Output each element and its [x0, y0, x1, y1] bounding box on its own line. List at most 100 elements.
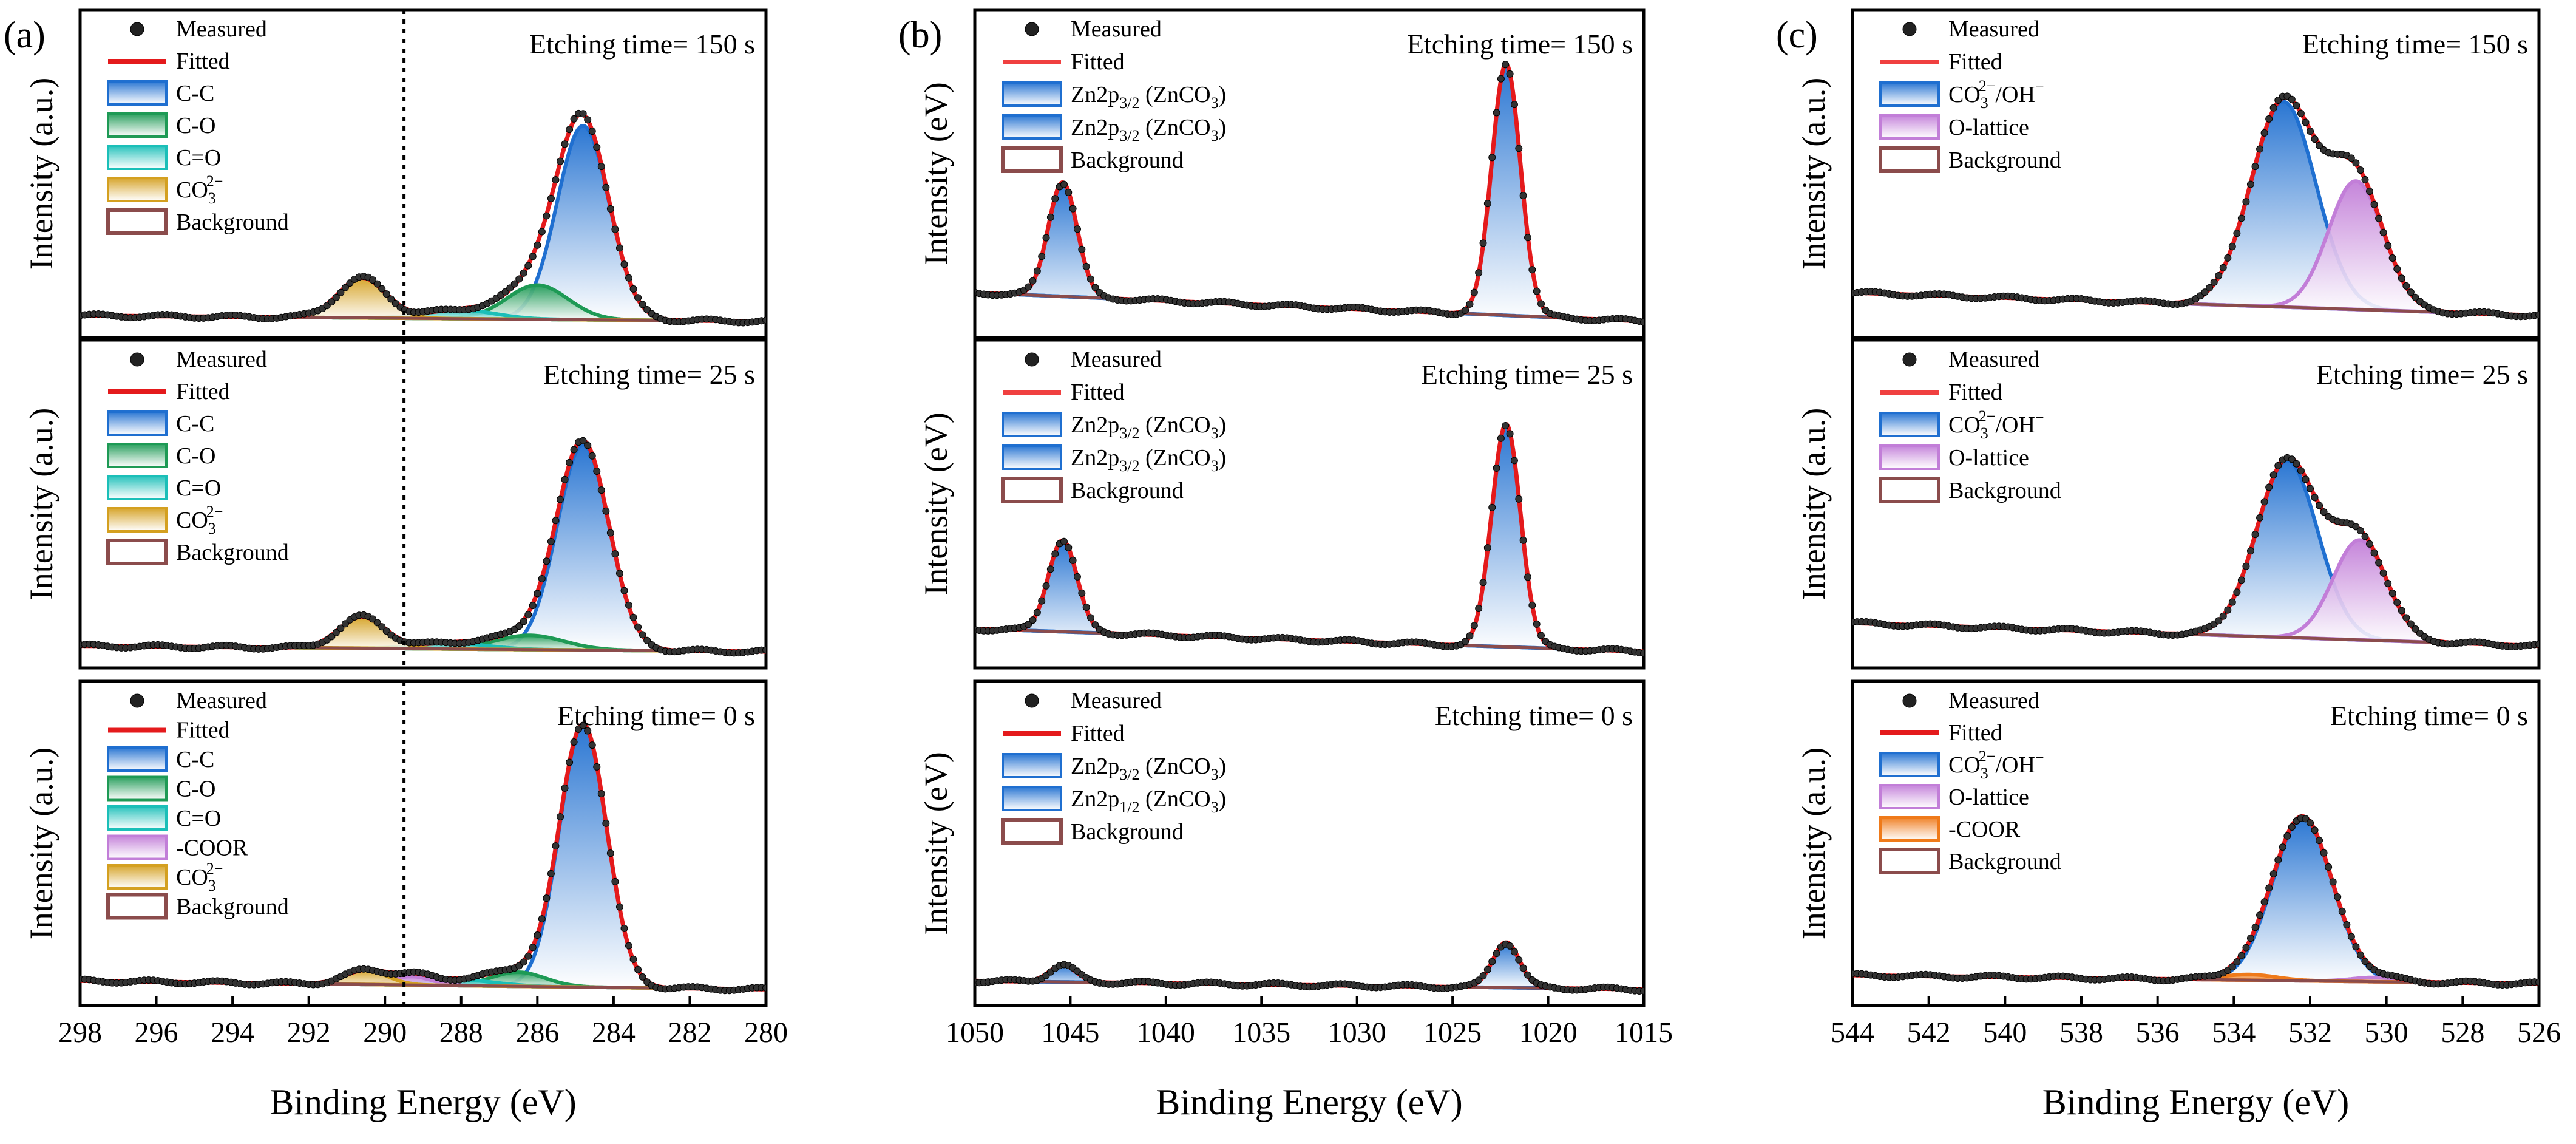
measured-point [1506, 430, 1514, 438]
y-axis-label: Intensity (a.u.) [1795, 78, 1832, 270]
measured-point [1493, 950, 1500, 958]
measured-point [561, 784, 569, 792]
measured-point [2388, 590, 2396, 598]
legend-marker-fill [107, 443, 168, 468]
measured-point [566, 458, 574, 466]
measured-point [615, 903, 623, 911]
measured-point [2288, 95, 2296, 103]
measured-point [2293, 101, 2300, 109]
measured-point [2307, 485, 2314, 492]
legend-item: Measured [1902, 347, 2039, 372]
measured-point [575, 725, 583, 733]
measured-point [1537, 632, 1545, 639]
axes-frame [1851, 8, 2541, 339]
measured-point [620, 587, 628, 594]
axes-frame [78, 8, 768, 339]
measured-point [1497, 434, 1505, 442]
measured-point [529, 944, 537, 952]
legend-label: C-O [176, 777, 215, 802]
legend-item: C-C [107, 746, 214, 772]
legend-label: O-lattice [1948, 785, 2029, 810]
measured-point [597, 163, 605, 171]
measured-point [2251, 163, 2259, 171]
measured-point [520, 618, 527, 625]
legend-marker-dot [1025, 352, 1039, 367]
legend-marker-fill [1879, 114, 1940, 140]
measured-point [611, 550, 619, 558]
legend-marker-box [1879, 848, 1940, 874]
measured-point [1479, 579, 1487, 587]
measured-point [2237, 576, 2245, 584]
measured-point [2219, 612, 2227, 620]
measured-point [2265, 115, 2273, 123]
legend-item: Fitted [108, 49, 230, 74]
etching-time-label: Etching time= 25 s [2316, 359, 2528, 390]
measured-point [1510, 457, 1518, 465]
legend-item: Measured [1025, 347, 1162, 372]
peak-zn2p1-2 [975, 180, 1644, 323]
legend-item: Zn2p3/2 (ZnCO3) [1002, 114, 1226, 145]
measured-point [1462, 307, 1469, 315]
measured-point [2361, 533, 2369, 540]
measured-point [2201, 288, 2209, 296]
measured-point [2412, 625, 2419, 633]
legend-item: Measured [130, 688, 267, 713]
measured-point [2307, 128, 2314, 135]
legend-label: Fitted [1071, 721, 1125, 746]
measured-point [611, 225, 619, 233]
legend-marker-fill [107, 834, 168, 860]
legend-label: O-lattice [1948, 115, 2029, 140]
etching-time-label: Etching time= 25 s [543, 359, 755, 390]
legend-marker-fill [1002, 444, 1062, 470]
measured-point [2297, 109, 2305, 117]
x-tick-label: 530 [2365, 1016, 2408, 1049]
legend-marker-fill [1002, 114, 1062, 140]
legend-item: O-lattice [1879, 114, 2029, 140]
measured-point [2224, 606, 2232, 614]
measured-point [2256, 145, 2264, 153]
measured-point [1038, 253, 1046, 260]
measured-point [1082, 604, 1090, 611]
measured-point [1483, 965, 1491, 973]
legend-label: Background [176, 540, 289, 565]
x-tick-label: 534 [2212, 1016, 2256, 1049]
measured-point [2206, 284, 2214, 291]
legend-marker-dot [1025, 693, 1039, 708]
measured-point [2210, 278, 2218, 286]
subplot-2: Etching time= 25 s Measured FittedCO32−/OH… [1795, 338, 2541, 670]
measured-point [515, 275, 523, 283]
legend-label: Fitted [1071, 380, 1125, 405]
measured-point [2297, 467, 2305, 475]
legend-item: Fitted [1003, 49, 1125, 75]
measured-point [2274, 461, 2282, 469]
measured-point [2233, 230, 2241, 237]
measured-point [634, 294, 642, 302]
measured-point [1519, 192, 1527, 200]
measured-point [2242, 562, 2250, 570]
legend-label: Measured [176, 347, 267, 372]
etching-time-label: Etching time= 25 s [1421, 359, 1633, 390]
x-tick-label: 1015 [1615, 1016, 1673, 1049]
measured-point [369, 276, 377, 284]
legend-label: CO32−/OH− [1948, 77, 2044, 112]
legend-marker-fill [107, 145, 168, 170]
legend-item: C-O [107, 112, 215, 138]
measured-point [1470, 622, 1478, 630]
measured-point [341, 284, 349, 291]
measured-point [1466, 632, 1474, 640]
legend-marker-fill [1879, 412, 1940, 437]
measured-point [524, 611, 532, 619]
measured-point [2393, 599, 2401, 607]
x-tick-label: 294 [211, 1016, 254, 1049]
x-tick-label: 1025 [1423, 1016, 1482, 1049]
measured-point [1029, 277, 1037, 285]
legend-item: CO32− [107, 172, 223, 207]
measured-point [2293, 460, 2300, 468]
measured-point [2361, 175, 2369, 183]
measured-point [2274, 856, 2282, 864]
measured-points [975, 61, 1644, 326]
legend-item: Zn2p3/2 (ZnCO3) [1002, 444, 1226, 475]
measured-point [584, 727, 592, 735]
measured-points [975, 940, 1644, 995]
